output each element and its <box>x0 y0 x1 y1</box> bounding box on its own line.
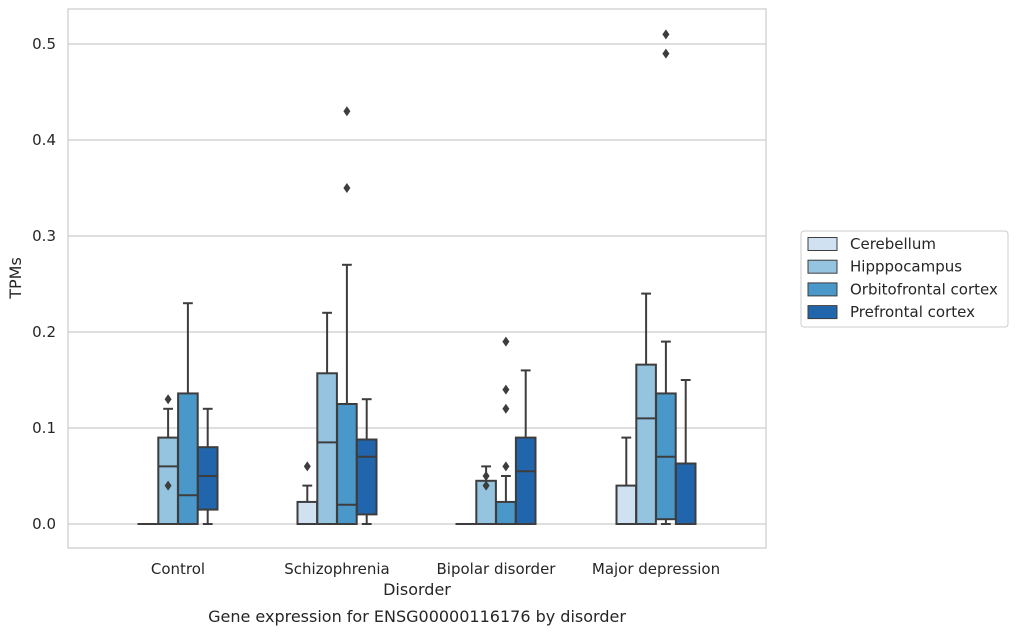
box-body <box>336 403 358 525</box>
box-body <box>355 438 378 516</box>
box-body <box>674 462 697 525</box>
box-hipppocampus <box>635 292 657 526</box>
legend-item: Hipppocampus <box>807 258 962 276</box>
x-axis-label: Disorder <box>383 580 451 599</box>
outlier-point <box>164 480 172 491</box>
y-tick-label: 0.2 <box>32 323 56 341</box>
outlier-point <box>662 29 670 40</box>
legend-item: Prefrontal cortex <box>807 303 975 321</box>
y-tick-label: 0.5 <box>32 35 56 53</box>
box-prefrontal-cortex <box>196 407 219 525</box>
outlier-point <box>502 461 510 472</box>
outlier-point <box>303 461 311 472</box>
x-tick-label: Control <box>151 560 205 578</box>
outlier-point <box>343 183 351 193</box>
box-body <box>177 392 199 525</box>
box-hipppocampus <box>475 465 497 525</box>
y-tick-label: 0.3 <box>32 227 56 245</box>
outlier-point <box>502 384 510 395</box>
y-tick-label: 0.1 <box>32 419 56 437</box>
legend-label: Orbitofrontal cortex <box>850 280 998 298</box>
box-hipppocampus <box>316 311 338 525</box>
box-body <box>635 363 657 526</box>
box-prefrontal-cortex <box>355 398 378 525</box>
outlier-point <box>482 471 490 481</box>
y-axis-label: TPMs <box>6 257 25 300</box>
x-tick-label: Bipolar disorder <box>437 560 557 578</box>
outlier-point <box>662 48 670 59</box>
legend-swatch <box>807 259 838 274</box>
box-orbitofrontal-cortex <box>655 29 677 525</box>
box-orbitofrontal-cortex <box>336 106 358 525</box>
outlier-point <box>502 403 510 414</box>
legend-label: Hipppocampus <box>850 258 962 276</box>
outlier-point <box>482 480 490 491</box>
box-orbitofrontal-cortex <box>177 302 199 525</box>
box-orbitofrontal-cortex <box>495 336 517 526</box>
box-body <box>495 500 517 526</box>
legend-swatch <box>807 305 838 320</box>
box-body <box>514 436 537 526</box>
legend-item: Orbitofrontal cortex <box>807 280 998 298</box>
box-body <box>615 484 638 526</box>
plot-frame <box>67 8 767 549</box>
chart-title: Gene expression for ENSG00000116176 by d… <box>208 607 626 626</box>
legend-swatch <box>807 282 838 297</box>
box-layer <box>137 29 697 526</box>
y-tick-label: 0.4 <box>32 131 56 149</box>
box-prefrontal-cortex <box>674 379 697 525</box>
box-body <box>196 446 219 511</box>
box-body <box>296 500 319 526</box>
legend-item: Cerebellum <box>807 235 936 253</box>
box-body <box>316 372 338 525</box>
legend-swatch <box>807 237 838 251</box>
legend: Cerebellum Hipppocampus Orbitofrontal cort… <box>800 230 1009 328</box>
y-tick-label: 0.0 <box>32 515 56 533</box>
outlier-point <box>343 106 351 117</box>
box-cerebellum <box>296 461 319 526</box>
legend-label: Prefrontal cortex <box>850 303 975 321</box>
outlier-point <box>164 394 172 405</box>
box-prefrontal-cortex <box>514 369 537 526</box>
x-tick-label: Major depression <box>592 560 720 578</box>
y-tick-labels: 0.0 0.1 0.2 0.3 0.4 0.5 <box>32 35 56 533</box>
legend-frame <box>800 230 1009 328</box>
x-tick-label: Schizophrenia <box>284 560 389 578</box>
x-tick-labels: Control Schizophrenia Bipolar disorder Majo… <box>151 560 720 578</box>
outlier-point <box>502 336 510 347</box>
box-cerebellum <box>615 436 638 526</box>
legend-label: Cerebellum <box>850 235 936 253</box>
box-hipppocampus <box>157 394 179 526</box>
